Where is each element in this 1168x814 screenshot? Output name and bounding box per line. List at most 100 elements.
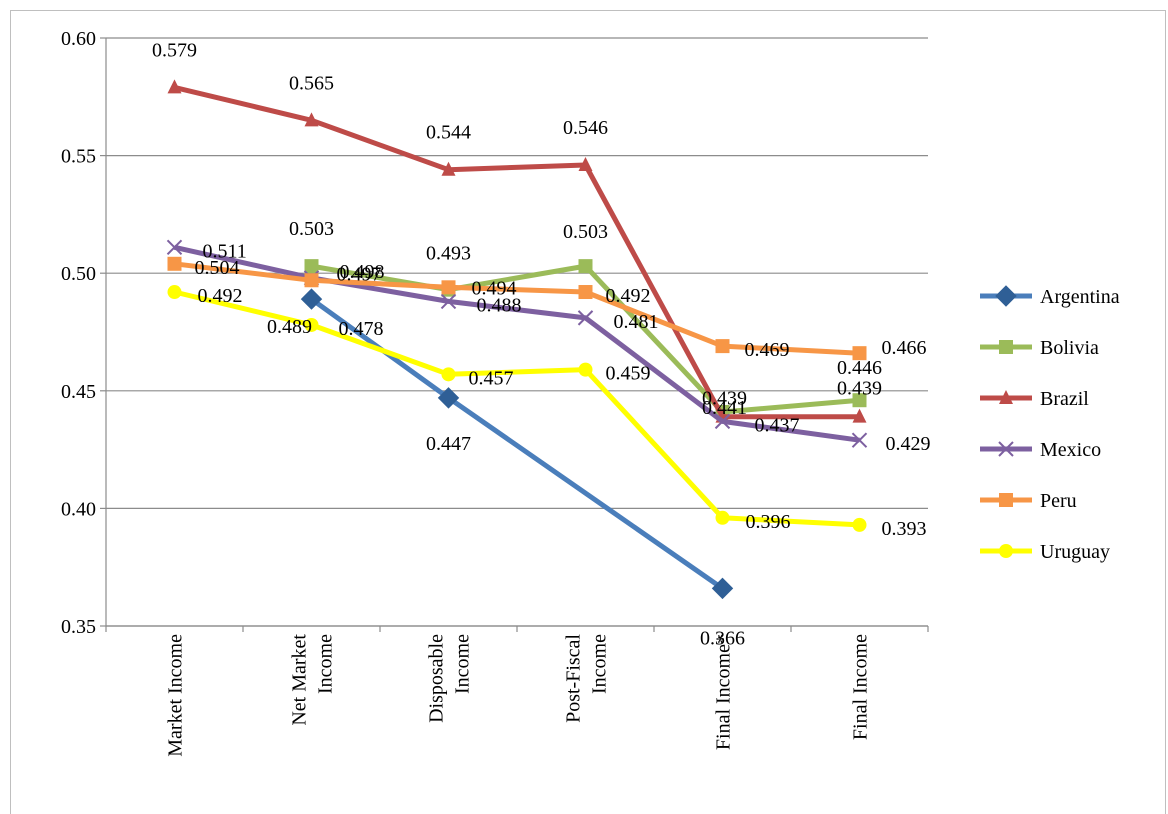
marker-brazil — [441, 161, 456, 176]
marker-argentina — [711, 577, 734, 600]
data-label-mexico: 0.488 — [477, 294, 522, 316]
series-line-mexico — [173, 244, 860, 443]
data-label-peru: 0.492 — [606, 285, 651, 307]
data-label-uruguay: 0.396 — [746, 511, 791, 533]
data-label-argentina: 0.447 — [426, 433, 471, 455]
y-tick-label: 0.50 — [61, 263, 96, 285]
y-tick-label: 0.45 — [61, 381, 96, 403]
legend-label: Argentina — [1040, 286, 1120, 308]
chart-frame — [10, 10, 1166, 814]
data-label-uruguay: 0.393 — [882, 518, 927, 540]
legend-label: Mexico — [1040, 439, 1101, 461]
data-label-brazil: 0.546 — [563, 117, 608, 139]
legend-item-brazil: Brazil — [980, 388, 1089, 410]
series-lines — [166, 79, 868, 600]
legend: Argentina Bolivia Brazil Mexico Peru Uruguay — [980, 285, 1120, 563]
legend-item-argentina: Argentina — [980, 285, 1120, 308]
marker-peru — [441, 280, 456, 295]
data-label-uruguay: 0.459 — [606, 363, 651, 385]
data-label-peru: 0.497 — [337, 263, 382, 285]
legend-label: Brazil — [1040, 388, 1089, 410]
series-line-brazil — [173, 84, 860, 420]
data-label-peru: 0.504 — [195, 257, 240, 279]
data-label-brazil: 0.439 — [837, 378, 882, 400]
legend-label: Uruguay — [1040, 541, 1110, 563]
data-label-uruguay: 0.478 — [339, 318, 384, 340]
marker-peru — [304, 273, 319, 288]
marker-peru — [167, 256, 182, 271]
data-label-mexico: 0.429 — [886, 433, 931, 455]
marker-mexico — [851, 432, 868, 448]
data-label-peru: 0.466 — [882, 337, 927, 359]
marker-bolivia — [578, 259, 593, 274]
data-label-brazil: 0.439 — [702, 388, 747, 410]
marker-brazil — [167, 79, 182, 94]
data-label-brazil: 0.565 — [289, 72, 334, 94]
x-tick-label: Post-Fiscal Income — [563, 634, 611, 723]
data-label-bolivia: 0.441 — [702, 397, 747, 419]
data-label-argentina: 0.366 — [700, 627, 745, 649]
legend-item-bolivia: Bolivia — [980, 337, 1099, 359]
legend-marker — [998, 441, 1014, 457]
marker-mexico — [577, 310, 594, 326]
data-label-bolivia: 0.493 — [426, 243, 471, 265]
marker-mexico — [714, 413, 731, 430]
data-label-mexico: 0.437 — [755, 414, 800, 436]
x-tick-label: Net Market Income — [289, 634, 337, 726]
marker-peru — [578, 285, 593, 300]
legend-item-uruguay: Uruguay — [980, 541, 1110, 563]
legend-marker — [999, 340, 1013, 354]
marker-bolivia — [304, 259, 319, 274]
legend-marker — [995, 285, 1017, 307]
x-tick-label: Final Income — [850, 634, 872, 740]
data-label-mexico: 0.511 — [203, 240, 247, 262]
series-line-uruguay — [173, 289, 860, 528]
x-tick-label: Disposable Income — [426, 634, 474, 723]
y-tick-label: 0.60 — [61, 28, 96, 50]
legend-label: Bolivia — [1040, 337, 1099, 359]
marker-brazil — [304, 112, 319, 127]
data-label-mexico: 0.481 — [614, 311, 659, 333]
marker-brazil — [852, 408, 867, 423]
data-label-peru: 0.494 — [472, 277, 517, 299]
marker-argentina — [437, 387, 460, 409]
legend-label: Peru — [1040, 490, 1077, 512]
x-tick-label: Final Income* — [713, 634, 735, 750]
marker-uruguay — [441, 367, 456, 382]
marker-uruguay — [304, 317, 319, 332]
series-line-peru — [174, 261, 860, 356]
gridlines — [106, 37, 928, 627]
axes: 0.35 0.40 0.45 0.50 0.55 0.60 Market Income Net… — [61, 28, 929, 757]
legend-marker — [999, 390, 1013, 404]
marker-uruguay — [852, 517, 867, 532]
marker-peru — [852, 346, 867, 361]
data-label-bolivia: 0.503 — [563, 221, 608, 243]
data-label-bolivia: 0.503 — [289, 218, 334, 240]
marker-uruguay — [578, 362, 593, 377]
x-tick-label: Market Income — [165, 634, 187, 757]
data-label-peru: 0.469 — [745, 339, 790, 361]
legend-marker — [999, 493, 1013, 507]
legend-item-mexico: Mexico — [980, 439, 1101, 461]
marker-mexico — [166, 239, 183, 256]
y-tick-label: 0.55 — [61, 146, 96, 168]
data-label-bolivia: 0.446 — [837, 357, 882, 379]
data-label-brazil: 0.579 — [152, 39, 197, 61]
marker-peru — [715, 339, 730, 354]
data-labels: 0.489 0.447 0.366 0.503 0.493 0.503 0.441 0.446… — [152, 39, 931, 649]
marker-mexico — [440, 293, 457, 310]
legend-item-peru: Peru — [980, 490, 1077, 512]
data-label-uruguay: 0.492 — [198, 285, 243, 307]
data-label-argentina: 0.489 — [267, 316, 312, 338]
data-label-uruguay: 0.457 — [469, 367, 514, 389]
marker-argentina — [300, 288, 323, 310]
marker-uruguay — [715, 510, 730, 525]
data-label-mexico: 0.498 — [340, 261, 385, 283]
y-tick-label: 0.40 — [61, 498, 96, 520]
marker-bolivia — [852, 393, 867, 408]
data-label-brazil: 0.544 — [426, 122, 471, 144]
y-tick-label: 0.35 — [61, 616, 96, 638]
marker-uruguay — [167, 285, 182, 300]
legend-marker — [999, 544, 1013, 558]
